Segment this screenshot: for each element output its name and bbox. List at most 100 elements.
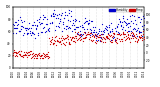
Point (88, 38, 90, 39)
Point (119, 40, 121, 41)
Point (118, 38, 121, 40)
Point (49, 22, 52, 23)
Point (76, 39, 79, 41)
Point (56, 40, 59, 42)
Point (58, 22, 60, 24)
Point (59, 18, 62, 20)
Point (73, 36, 76, 37)
Point (36, 54, 38, 55)
Point (60, 14, 62, 15)
Point (27, 28, 29, 30)
Point (50, 15, 52, 16)
Point (93, 35, 96, 37)
Point (104, 41, 106, 43)
Point (85, 35, 88, 36)
Point (14, 51, 16, 53)
Point (97, 36, 100, 37)
Point (120, 24, 122, 25)
Point (44, 56, 46, 58)
Point (129, 35, 132, 36)
Point (50, 23, 53, 24)
Point (61, 30, 64, 32)
Point (76, 27, 78, 28)
Point (134, 28, 136, 29)
Point (24, 52, 27, 53)
Point (123, 33, 126, 35)
Point (21, 55, 24, 56)
Point (115, 38, 118, 39)
Point (56, 14, 58, 15)
Point (68, 10, 71, 11)
Point (115, 37, 118, 38)
Point (52, 12, 54, 13)
Point (96, 36, 98, 37)
Point (98, 30, 100, 31)
Point (70, 10, 73, 11)
Point (141, 35, 144, 37)
Point (22, 54, 25, 55)
Point (130, 37, 132, 39)
Point (63, 38, 65, 39)
Point (77, 27, 80, 28)
Point (40, 58, 43, 59)
Point (85, 37, 87, 38)
Point (48, 43, 51, 44)
Point (96, 33, 99, 34)
Point (18, 53, 21, 54)
Point (128, 31, 130, 32)
Point (49, 41, 52, 42)
Point (32, 54, 35, 55)
Point (80, 34, 82, 35)
Point (48, 22, 51, 24)
Point (39, 56, 41, 57)
Point (44, 54, 47, 55)
Point (53, 10, 56, 11)
Point (133, 15, 136, 17)
Point (66, 34, 68, 36)
Point (24, 53, 26, 54)
Point (34, 24, 36, 26)
Point (75, 36, 77, 37)
Point (72, 19, 74, 20)
Point (43, 16, 45, 18)
Point (143, 36, 145, 37)
Point (89, 29, 92, 31)
Point (51, 21, 53, 22)
Point (78, 34, 81, 36)
Point (77, 32, 80, 33)
Point (80, 38, 83, 40)
Point (60, 12, 63, 13)
Point (71, 24, 73, 26)
Point (86, 33, 88, 35)
Point (117, 23, 119, 24)
Point (139, 31, 141, 33)
Point (21, 26, 23, 27)
Point (52, 42, 54, 43)
Point (132, 28, 135, 30)
Point (131, 37, 134, 39)
Point (142, 31, 144, 32)
Point (106, 36, 108, 37)
Point (65, 37, 68, 39)
Point (62, 27, 65, 28)
Point (33, 57, 36, 59)
Point (28, 22, 30, 24)
Point (38, 22, 41, 23)
Point (39, 23, 41, 24)
Point (82, 37, 84, 39)
Point (101, 38, 104, 40)
Point (83, 37, 85, 39)
Point (64, 25, 67, 26)
Point (39, 56, 42, 57)
Point (54, 13, 57, 15)
Point (108, 38, 111, 40)
Point (118, 32, 121, 33)
Point (105, 29, 107, 30)
Point (79, 33, 82, 35)
Point (37, 34, 40, 36)
Point (119, 22, 121, 23)
Point (85, 20, 88, 21)
Point (124, 35, 127, 36)
Point (76, 33, 79, 35)
Point (135, 23, 137, 25)
